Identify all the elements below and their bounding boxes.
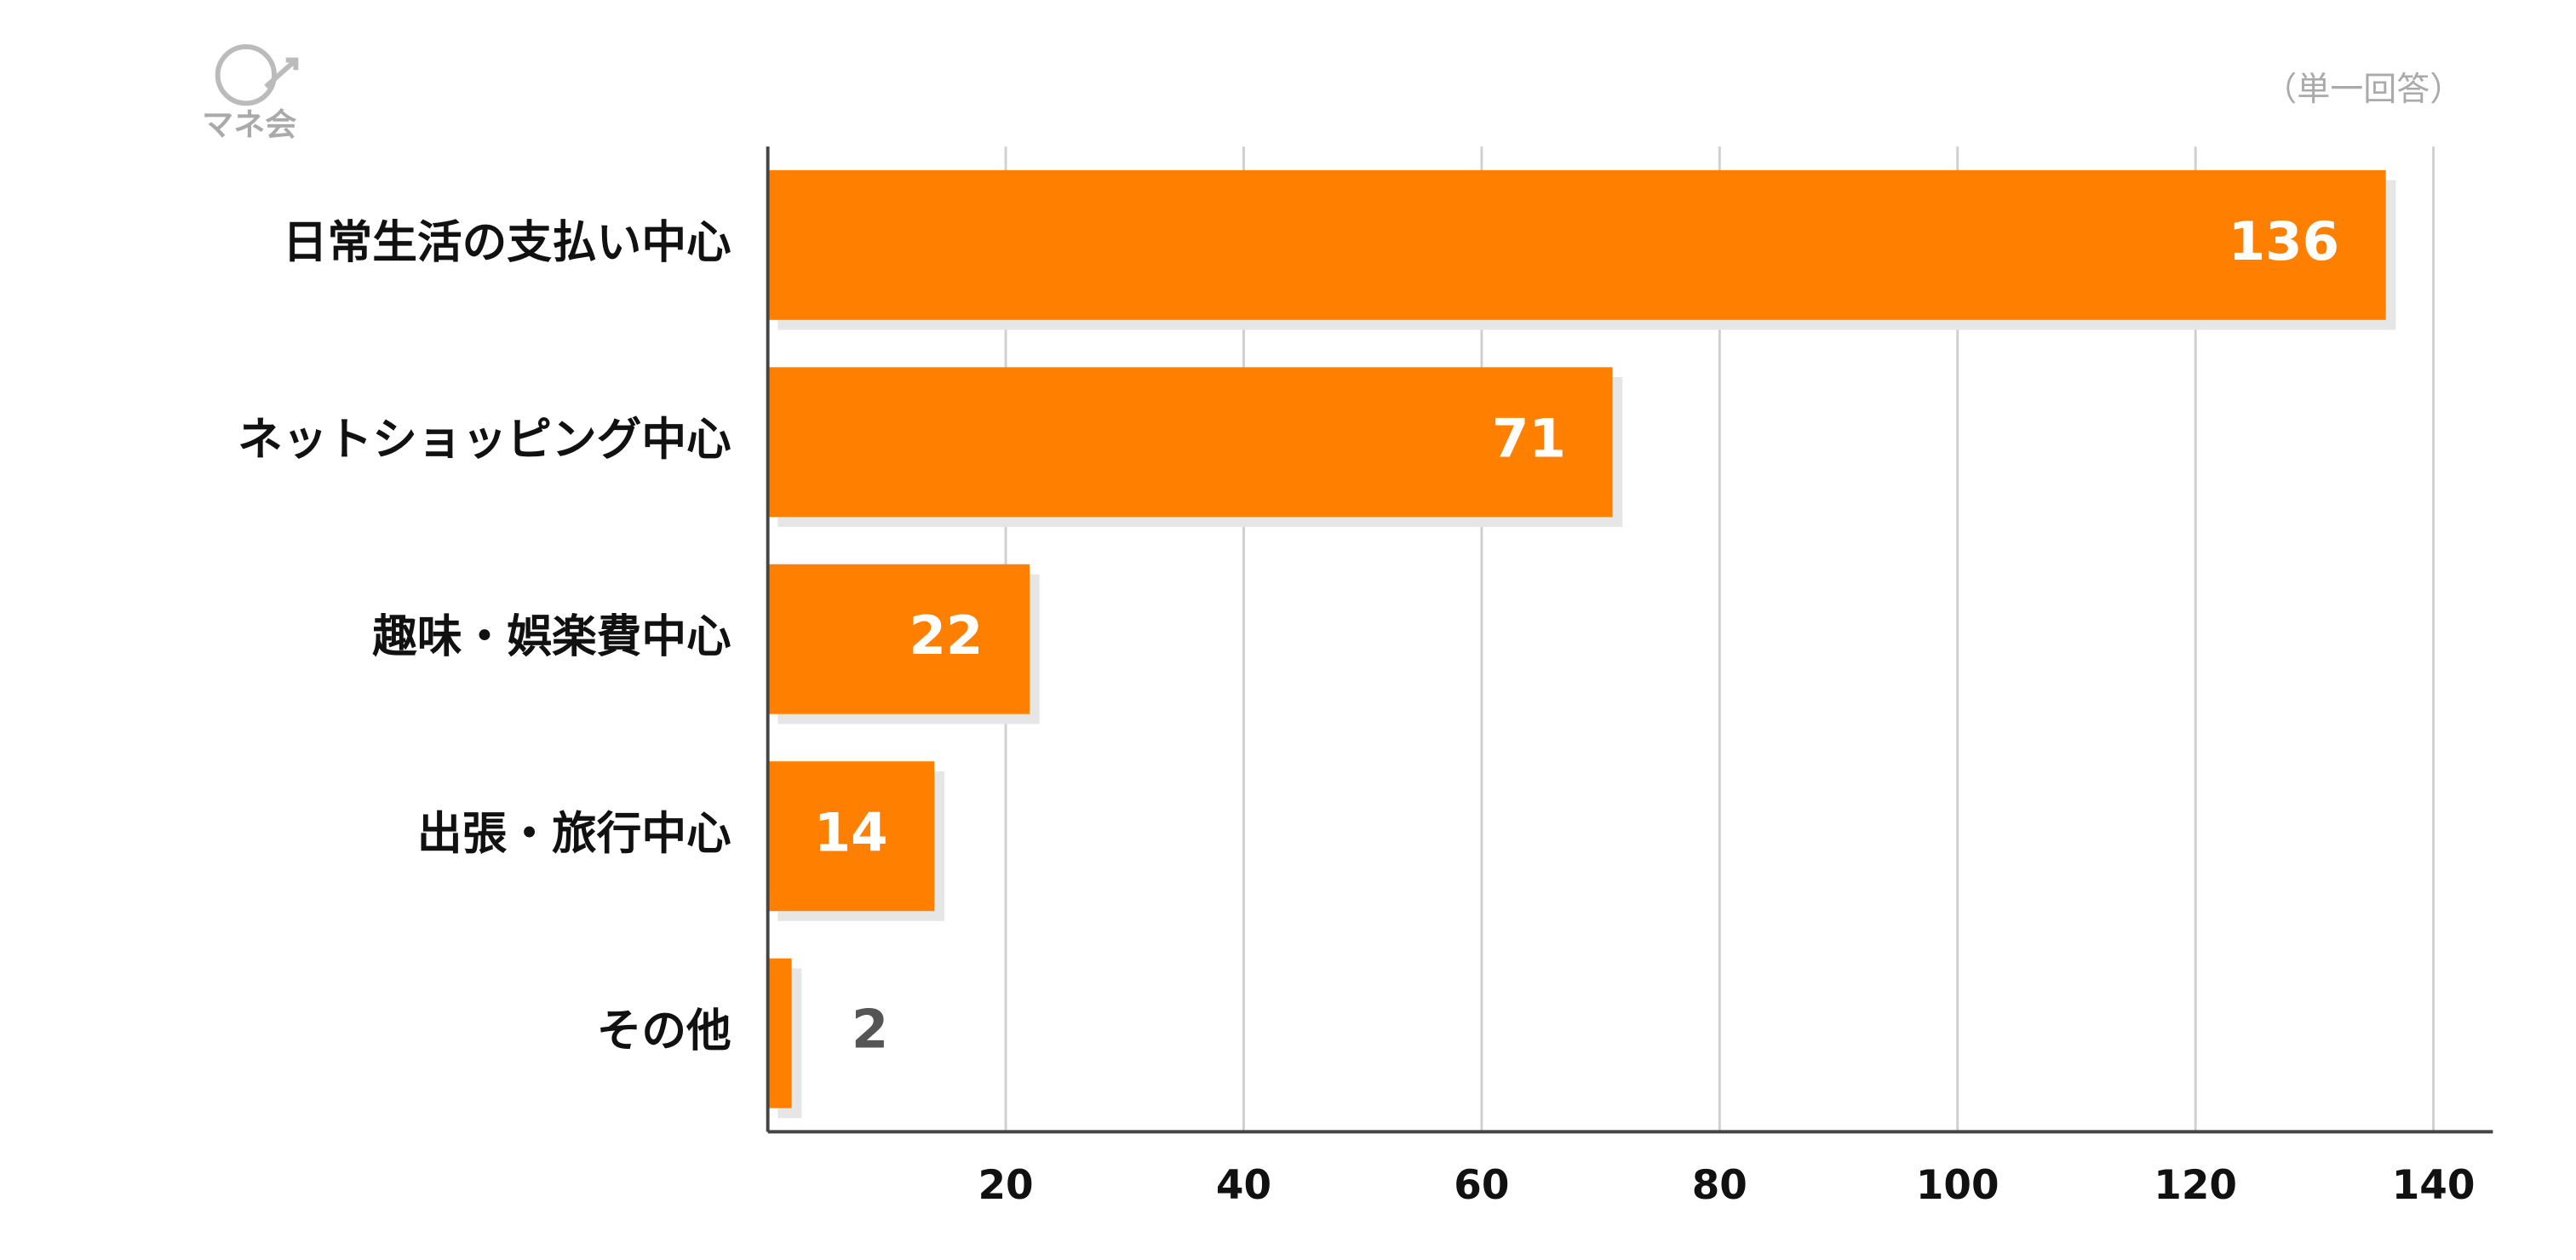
x-tick-label: 40 bbox=[1216, 1163, 1271, 1209]
bar bbox=[767, 761, 935, 912]
bar bbox=[767, 367, 1613, 518]
annotation: （単一回答） bbox=[2263, 71, 2463, 109]
bar bbox=[767, 169, 2386, 320]
logo-text: マネ会 bbox=[202, 106, 296, 143]
y-tick-label: 日常生活の支払い中心 bbox=[283, 216, 731, 268]
value-label: 22 bbox=[909, 604, 983, 667]
value-label: 14 bbox=[814, 801, 888, 863]
x-tick-label: 120 bbox=[2154, 1163, 2237, 1209]
y-tick-label: 出張・旅行中心 bbox=[417, 808, 731, 860]
x-tick-label: 140 bbox=[2392, 1163, 2476, 1209]
bar bbox=[767, 958, 792, 1108]
logo-arrow bbox=[264, 57, 299, 89]
y-tick-label: ネットショッピング中心 bbox=[238, 414, 731, 466]
x-tick-label: 100 bbox=[1916, 1163, 1999, 1209]
bar bbox=[767, 564, 1030, 714]
value-label: 136 bbox=[2229, 210, 2339, 272]
x-tick-label: 20 bbox=[978, 1163, 1033, 1209]
logo: マネ会 bbox=[202, 44, 299, 143]
value-label: 71 bbox=[1492, 407, 1566, 469]
y-tick-label: その他 bbox=[597, 1005, 731, 1057]
value-label: 2 bbox=[852, 999, 888, 1061]
y-tick-label: 趣味・娯楽費中心 bbox=[372, 610, 731, 662]
x-tick-label: 60 bbox=[1454, 1163, 1509, 1209]
x-tick-label: 80 bbox=[1692, 1163, 1747, 1209]
logo-icon bbox=[215, 44, 277, 106]
